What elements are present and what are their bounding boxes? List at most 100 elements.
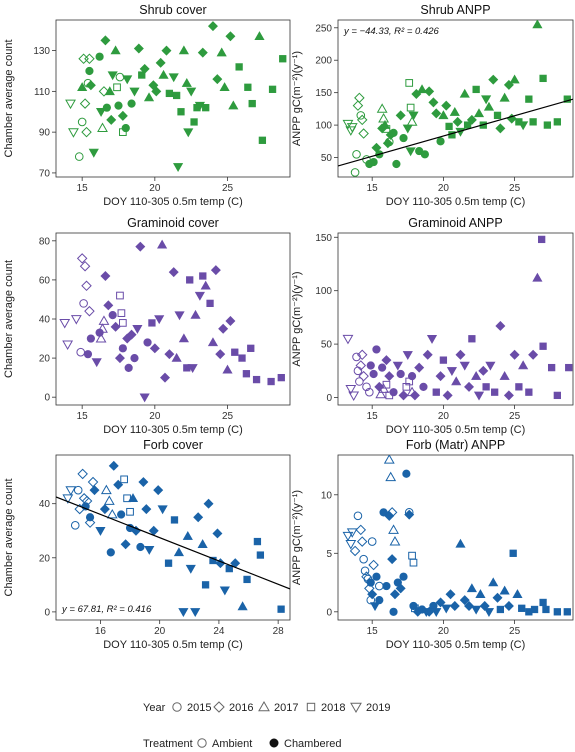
data-point-triangle-up-ambient: [388, 524, 399, 534]
data-point-diamond-chambered: [384, 371, 395, 382]
data-point-square-ambient: [409, 558, 418, 567]
data-point-diamond-ambient: [84, 517, 96, 528]
regression-annotation: y = 67.81, R² = 0.416: [61, 604, 152, 615]
data-point-square-chambered: [248, 99, 256, 108]
data-point-diamond-chambered: [161, 45, 172, 56]
data-point-square-chambered: [518, 604, 526, 612]
data-point-diamond-chambered: [160, 372, 170, 383]
data-point-diamond-chambered: [478, 365, 489, 376]
data-point-circle-ambient: [375, 581, 384, 591]
data-point-triangle-up-chambered: [181, 78, 192, 87]
data-point-diamond-chambered: [103, 300, 114, 311]
data-point-square-chambered: [258, 136, 267, 144]
data-point-square-chambered: [525, 95, 533, 103]
data-point-square-chambered: [547, 363, 556, 372]
y-tick-label: 5: [326, 549, 332, 560]
data-point-square-chambered: [515, 383, 523, 391]
x-tick-label: 25: [509, 183, 521, 194]
data-point-diamond-chambered: [384, 510, 395, 521]
data-point-square-chambered: [206, 299, 214, 308]
data-point-square-chambered: [138, 71, 146, 79]
data-point-triangle-up-chambered: [416, 84, 428, 94]
data-point-triangle-up-chambered: [532, 20, 543, 29]
data-point-circle-chambered: [389, 388, 398, 397]
panel-shrub-anpp: Shrub ANPP 15 20 25 50 100 150 200 250 DOY 110-30…: [291, 3, 574, 208]
data-point-diamond-ambient: [77, 468, 88, 480]
data-point-triangle-up-chambered: [171, 352, 182, 362]
data-point-square-chambered: [553, 608, 561, 616]
data-point-triangle-down-ambient: [59, 318, 71, 329]
data-point-circle-chambered: [86, 334, 95, 343]
data-point-triangle-up-chambered: [178, 45, 189, 55]
data-point-diamond-chambered: [409, 390, 420, 401]
y-axis-label: Chamber average count: [3, 260, 15, 378]
y-tick-label: 100: [315, 121, 332, 132]
data-point-triangle-up-chambered: [483, 101, 495, 111]
data-point-triangle-down-chambered: [402, 351, 413, 360]
data-point-diamond-chambered: [120, 539, 131, 550]
data-point-square-ambient: [117, 309, 126, 317]
data-point-diamond-chambered: [155, 57, 166, 68]
data-point-diamond-chambered: [387, 554, 398, 565]
data-point-circle-chambered: [379, 508, 388, 517]
data-point-diamond-chambered: [100, 35, 111, 46]
x-tick-label: 20: [438, 626, 450, 637]
data-point-square-chambered: [468, 335, 476, 343]
regression-line: [56, 496, 290, 590]
data-point-square-ambient: [113, 83, 121, 92]
data-point-diamond-chambered: [149, 343, 160, 354]
data-point-square-ambient: [406, 103, 415, 112]
data-point-triangle-up-chambered: [455, 538, 466, 548]
data-point-circle-chambered: [396, 369, 405, 379]
data-point-triangle-down-ambient: [345, 385, 357, 395]
data-point-circle-ambient: [365, 387, 374, 397]
panel-title: Graminoid ANPP: [408, 216, 502, 230]
data-point-triangle-down-chambered: [107, 71, 118, 81]
data-point-square-chambered: [563, 95, 571, 103]
data-point-triangle-up-chambered: [512, 589, 523, 598]
data-point-triangle-down-chambered: [194, 291, 205, 301]
y-tick-label: 50: [321, 153, 333, 164]
data-point-square-ambient: [120, 475, 128, 484]
y-tick-label: 40: [39, 499, 51, 510]
data-point-circle-chambered: [106, 548, 115, 557]
data-point-circle-ambient: [356, 111, 366, 120]
panel-graminoid-cover: Graminoid cover 15 20 25 0 20 40 60 80 DOY 110-30…: [3, 216, 291, 436]
data-point-circle-chambered: [389, 607, 398, 616]
data-point-circle-chambered: [369, 157, 378, 167]
data-point-square-chambered: [432, 388, 440, 396]
data-point-diamond-chambered: [422, 349, 433, 360]
data-point-circle-ambient: [77, 117, 87, 127]
data-point-diamond-chambered: [455, 349, 466, 360]
panel-graminoid-anpp: Graminoid ANPP 15 20 25 0 50 100 150 DOY 110-305…: [291, 216, 574, 436]
data-point-diamond-ambient: [79, 260, 91, 272]
data-point-circle-chambered: [143, 338, 152, 347]
data-point-triangle-down-chambered: [139, 393, 150, 403]
data-point-square-chambered: [565, 363, 573, 372]
data-point-triangle-up-chambered: [488, 577, 499, 587]
data-point-square-ambient: [405, 79, 414, 87]
data-point-circle-ambient: [353, 366, 363, 376]
legend-triangle-up-icon: [258, 700, 270, 712]
data-point-circle-chambered: [378, 363, 387, 372]
data-point-circle-ambient: [79, 299, 88, 308]
data-point-circle-chambered: [392, 159, 401, 169]
data-point-square-chambered: [491, 388, 499, 396]
y-tick-label: 50: [321, 340, 333, 351]
data-points: [342, 20, 571, 177]
data-point-diamond-ambient: [352, 100, 364, 111]
data-point-square-chambered: [463, 121, 472, 129]
data-point-diamond-chambered: [126, 329, 137, 340]
data-point-triangle-up-chambered: [499, 92, 510, 102]
data-point-triangle-up-chambered: [499, 370, 510, 380]
data-point-triangle-down-ambient: [62, 494, 74, 504]
data-point-diamond-ambient: [356, 536, 368, 547]
data-point-triangle-down-chambered: [174, 311, 185, 321]
data-point-diamond-chambered: [492, 592, 503, 603]
data-point-diamond-chambered: [85, 80, 96, 91]
data-point-circle-chambered: [369, 369, 378, 379]
data-point-circle-chambered: [136, 542, 145, 552]
regression-line: [338, 98, 573, 167]
data-point-square-chambered: [202, 104, 210, 112]
